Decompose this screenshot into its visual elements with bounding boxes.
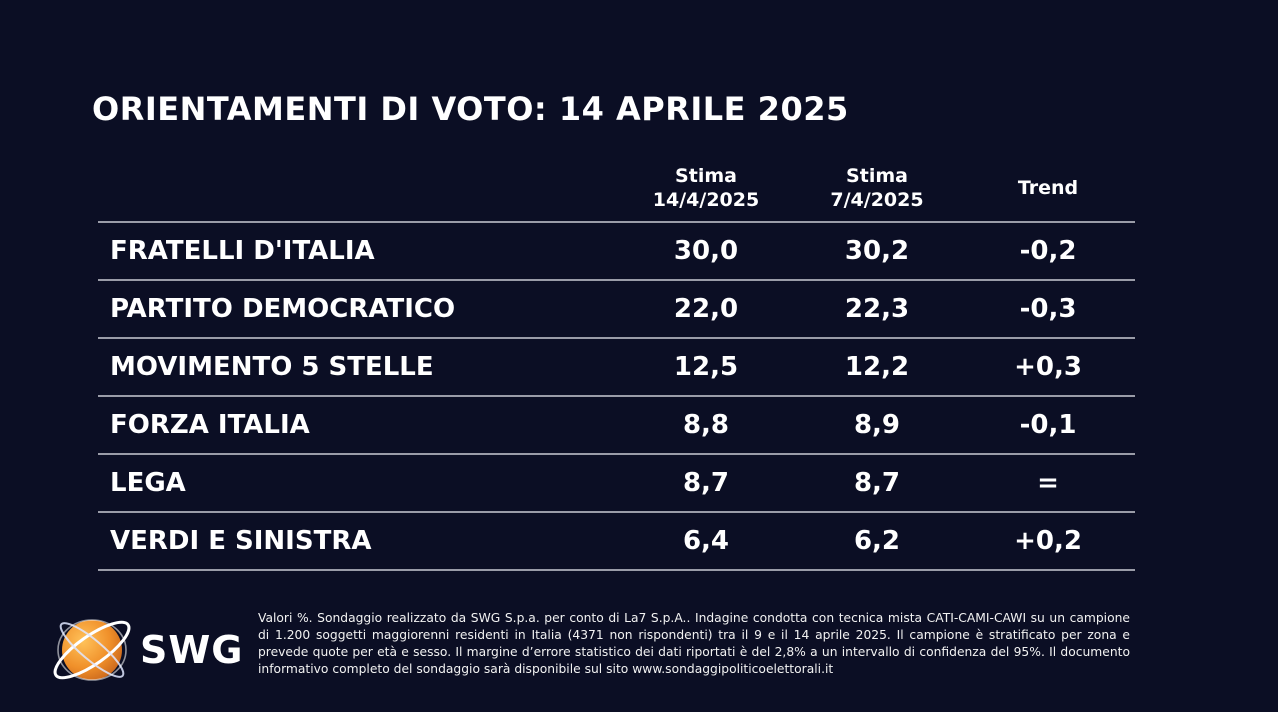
trend-value: = bbox=[1037, 468, 1059, 498]
column-header-current: Stima 14/4/2025 bbox=[626, 164, 786, 212]
party-name: FRATELLI D'ITALIA bbox=[110, 236, 375, 266]
current-value: 8,7 bbox=[682, 468, 730, 498]
party-name: FORZA ITALIA bbox=[110, 410, 310, 440]
table-row: LEGA 8,7 8,7 = bbox=[98, 455, 1135, 513]
current-value: 6,4 bbox=[682, 526, 730, 556]
party-name: PARTITO DEMOCRATICO bbox=[110, 294, 456, 324]
current-value: 22,0 bbox=[673, 294, 739, 324]
column-header-previous-label: Stima bbox=[846, 165, 908, 187]
methodology-note: Valori %. Sondaggio realizzato da SWG S.… bbox=[258, 611, 1130, 676]
previous-value: 8,7 bbox=[853, 468, 901, 498]
previous-value: 6,2 bbox=[853, 526, 901, 556]
party-name: MOVIMENTO 5 STELLE bbox=[110, 352, 434, 382]
current-value: 30,0 bbox=[673, 236, 739, 266]
poll-table: FRATELLI D'ITALIA 30,0 30,2 -0,2 PARTITO… bbox=[98, 221, 1135, 571]
table-row: FORZA ITALIA 8,8 8,9 -0,1 bbox=[98, 397, 1135, 455]
previous-value: 12,2 bbox=[844, 352, 910, 382]
swg-globe-icon bbox=[53, 619, 131, 681]
table-row: VERDI E SINISTRA 6,4 6,2 +0,2 bbox=[98, 513, 1135, 571]
current-value: 8,8 bbox=[682, 410, 730, 440]
column-header-trend: Trend bbox=[1017, 177, 1079, 199]
trend-value: -0,1 bbox=[1019, 410, 1077, 440]
trend-value: -0,3 bbox=[1019, 294, 1077, 324]
party-name: VERDI E SINISTRA bbox=[110, 526, 372, 556]
column-header-previous: Stima 7/4/2025 bbox=[797, 164, 957, 212]
swg-logo-text: SWG bbox=[140, 628, 244, 672]
previous-value: 30,2 bbox=[844, 236, 910, 266]
column-header-current-date: 14/4/2025 bbox=[652, 189, 760, 211]
table-row: FRATELLI D'ITALIA 30,0 30,2 -0,2 bbox=[98, 223, 1135, 281]
column-header-previous-date: 7/4/2025 bbox=[830, 189, 924, 211]
previous-value: 22,3 bbox=[844, 294, 910, 324]
trend-value: +0,3 bbox=[1014, 352, 1082, 382]
current-value: 12,5 bbox=[673, 352, 739, 382]
table-row: PARTITO DEMOCRATICO 22,0 22,3 -0,3 bbox=[98, 281, 1135, 339]
party-name: LEGA bbox=[110, 468, 186, 498]
page-title: ORIENTAMENTI DI VOTO: 14 APRILE 2025 bbox=[92, 90, 849, 128]
trend-value: -0,2 bbox=[1019, 236, 1077, 266]
column-header-current-label: Stima bbox=[675, 165, 737, 187]
previous-value: 8,9 bbox=[853, 410, 901, 440]
table-row: MOVIMENTO 5 STELLE 12,5 12,2 +0,3 bbox=[98, 339, 1135, 397]
trend-value: +0,2 bbox=[1014, 526, 1082, 556]
